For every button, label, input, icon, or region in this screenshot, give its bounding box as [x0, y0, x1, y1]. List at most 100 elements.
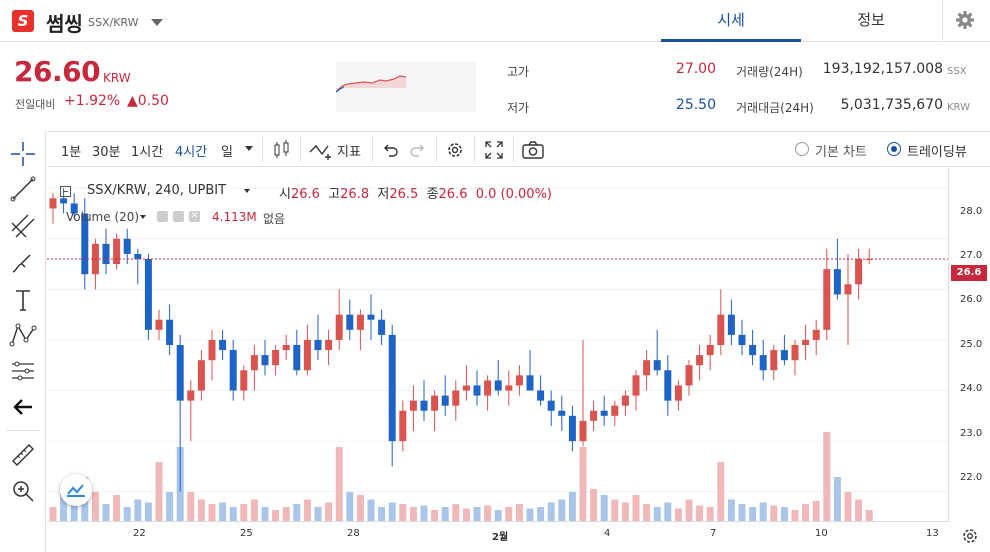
tradingview-label[interactable]: 트레이딩뷰	[907, 145, 967, 160]
basic-chart-label[interactable]: 기본 차트	[815, 145, 867, 160]
candle	[685, 360, 693, 396]
price-axis[interactable]	[948, 168, 990, 522]
indicators-icon[interactable]	[308, 138, 334, 162]
candle	[674, 380, 682, 411]
undo-icon[interactable]	[380, 140, 400, 160]
eye-icon[interactable]	[157, 211, 168, 222]
volume-bar	[123, 507, 131, 522]
time-axis[interactable]	[47, 521, 948, 552]
candle	[759, 339, 767, 381]
legend-open: 26.6	[290, 187, 320, 202]
x-tick: 25	[240, 528, 253, 539]
volume-bar	[590, 489, 598, 522]
back-arrow-icon[interactable]	[8, 392, 38, 422]
toolbar-separator	[474, 136, 475, 162]
interval-day[interactable]: 일	[221, 145, 233, 160]
tab-info[interactable]: 정보	[857, 11, 885, 29]
volume-bar	[696, 505, 704, 522]
interval-1h[interactable]: 1시간	[131, 145, 164, 160]
tradingview-radio[interactable]	[887, 142, 901, 156]
volume-dropdown-icon[interactable]	[140, 215, 146, 219]
candle	[293, 329, 301, 376]
toolbar-separator	[262, 136, 263, 162]
volume-bar	[91, 492, 99, 522]
volume-bar	[102, 504, 110, 522]
coin-name[interactable]: 썸씽	[46, 12, 83, 36]
chart-grid	[47, 187, 948, 493]
settings-button[interactable]	[942, 0, 990, 42]
amount-value: 5,031,735,670	[840, 97, 943, 113]
candle	[770, 345, 778, 381]
text-tool-icon[interactable]	[8, 285, 38, 315]
volume-value: 193,192,157.008	[822, 61, 943, 77]
indicators-button[interactable]: 지표	[337, 145, 361, 160]
volume-bar	[70, 499, 78, 522]
pitchfork-icon[interactable]	[8, 211, 38, 241]
prediction-icon[interactable]	[8, 356, 38, 386]
volume-bar	[240, 504, 248, 522]
interval-30m[interactable]: 30분	[92, 145, 121, 160]
axis-settings-gear-icon[interactable]	[958, 524, 982, 548]
volume-bar	[144, 502, 152, 522]
volume-bar	[113, 495, 121, 522]
settings-small-icon[interactable]	[173, 211, 184, 222]
volume-bar	[611, 499, 619, 522]
y-tick: 22.0	[960, 472, 983, 483]
candle	[844, 253, 852, 345]
chart-settings-gear-icon[interactable]	[443, 138, 467, 162]
price-chart[interactable]	[47, 168, 948, 522]
legend-symbol[interactable]: SSX/KRW, 240, UPBIT	[87, 183, 227, 198]
brush-icon[interactable]	[8, 248, 38, 278]
volume-bar	[272, 510, 280, 522]
candle	[282, 334, 290, 361]
volume-bar	[335, 447, 343, 522]
crosshair-icon[interactable]	[8, 139, 38, 169]
candle	[240, 365, 248, 401]
current-price: 26.60	[14, 55, 101, 88]
candle	[505, 370, 513, 406]
basic-chart-radio[interactable]	[795, 142, 809, 156]
low-label: 저가	[507, 101, 530, 115]
coin-select-caret-icon[interactable]	[151, 19, 163, 26]
interval-dropdown-icon[interactable]	[245, 146, 253, 151]
scroll-realtime-button[interactable]	[60, 474, 92, 506]
volume-bar	[409, 507, 417, 522]
volume-legend-name[interactable]: Volume (20)	[66, 210, 140, 224]
fullscreen-icon[interactable]	[482, 138, 506, 162]
volume-unit: SSX	[947, 66, 967, 77]
volume-bar	[250, 499, 258, 522]
y-tick: 23.0	[960, 428, 983, 439]
interval-1m[interactable]: 1분	[61, 145, 82, 160]
volume-bar	[526, 508, 534, 522]
chart-toolbar	[47, 131, 990, 167]
redo-icon[interactable]	[408, 140, 428, 160]
volume-bar	[515, 504, 523, 522]
candle	[833, 238, 841, 300]
close-indicator-icon[interactable]: ✕	[189, 211, 200, 222]
candle	[484, 375, 492, 411]
coin-pair[interactable]: SSX/KRW	[88, 16, 139, 29]
candle	[621, 390, 629, 416]
trend-line-icon[interactable]	[8, 174, 38, 204]
candle	[399, 400, 407, 452]
collapse-legend-button[interactable]	[60, 186, 71, 197]
camera-icon[interactable]	[520, 138, 546, 162]
candle	[367, 294, 375, 340]
symbol-dropdown-icon[interactable]	[244, 189, 250, 193]
candle	[229, 339, 237, 401]
tab-price[interactable]: 시세	[661, 0, 801, 42]
volume-bar	[356, 495, 364, 522]
volume-bar	[208, 504, 216, 522]
pattern-icon[interactable]	[8, 320, 38, 350]
legend-change: 0.0 (0.00%)	[475, 187, 552, 202]
zoom-in-icon[interactable]	[8, 476, 38, 506]
candle-type-icon[interactable]	[270, 138, 294, 162]
high-value: 27.00	[675, 61, 716, 77]
volume-bar	[685, 499, 693, 522]
volume-bar	[505, 507, 513, 522]
interval-4h[interactable]: 4시간	[175, 145, 208, 160]
volume-bar	[865, 510, 873, 522]
candle	[197, 350, 205, 401]
candle	[409, 385, 417, 431]
ruler-icon[interactable]	[8, 440, 38, 470]
